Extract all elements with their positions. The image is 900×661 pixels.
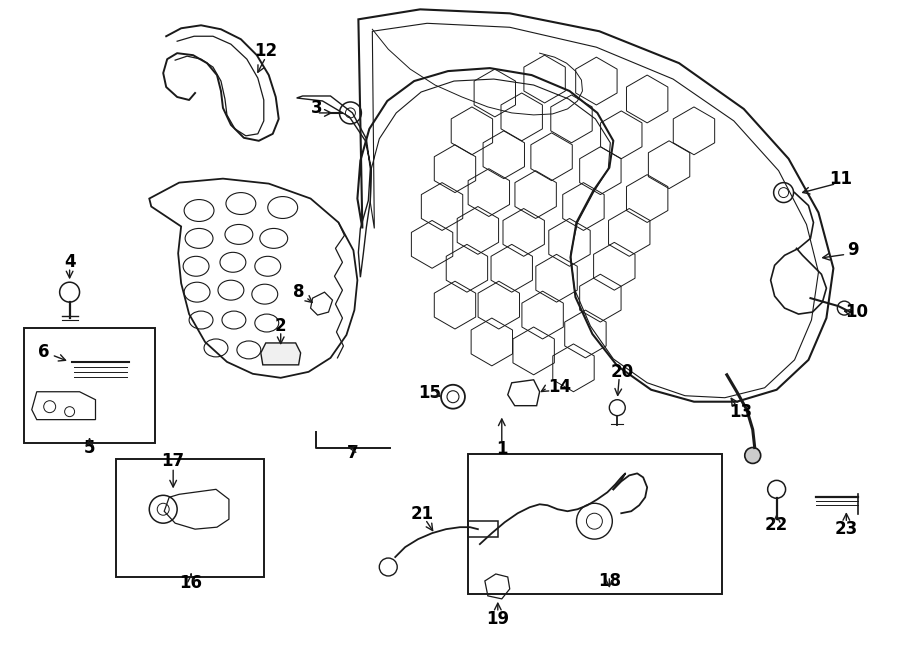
Text: 19: 19 (486, 610, 509, 628)
Bar (116, 459, 264, 577)
Text: 4: 4 (64, 253, 76, 271)
Text: 2: 2 (274, 317, 286, 335)
Text: 14: 14 (548, 378, 572, 396)
Text: 1: 1 (496, 440, 508, 459)
Text: 3: 3 (310, 99, 322, 117)
Text: 8: 8 (292, 283, 304, 301)
Text: 21: 21 (410, 505, 434, 524)
Text: 7: 7 (346, 444, 358, 463)
Bar (468, 521, 498, 537)
Text: 13: 13 (729, 403, 752, 420)
Bar (23, 328, 155, 442)
Text: 10: 10 (845, 303, 868, 321)
Circle shape (745, 447, 760, 463)
Text: 15: 15 (418, 384, 442, 402)
Text: 16: 16 (180, 574, 202, 592)
Bar (468, 455, 722, 594)
Polygon shape (261, 343, 301, 365)
Text: 5: 5 (84, 438, 95, 457)
Text: 22: 22 (765, 516, 788, 534)
Text: 23: 23 (834, 520, 858, 538)
Text: 11: 11 (829, 170, 852, 188)
Text: 6: 6 (38, 343, 50, 361)
Text: 17: 17 (162, 452, 184, 471)
Text: 9: 9 (848, 241, 860, 259)
Text: 20: 20 (611, 363, 634, 381)
Text: 18: 18 (598, 572, 621, 590)
Text: 12: 12 (254, 42, 277, 60)
